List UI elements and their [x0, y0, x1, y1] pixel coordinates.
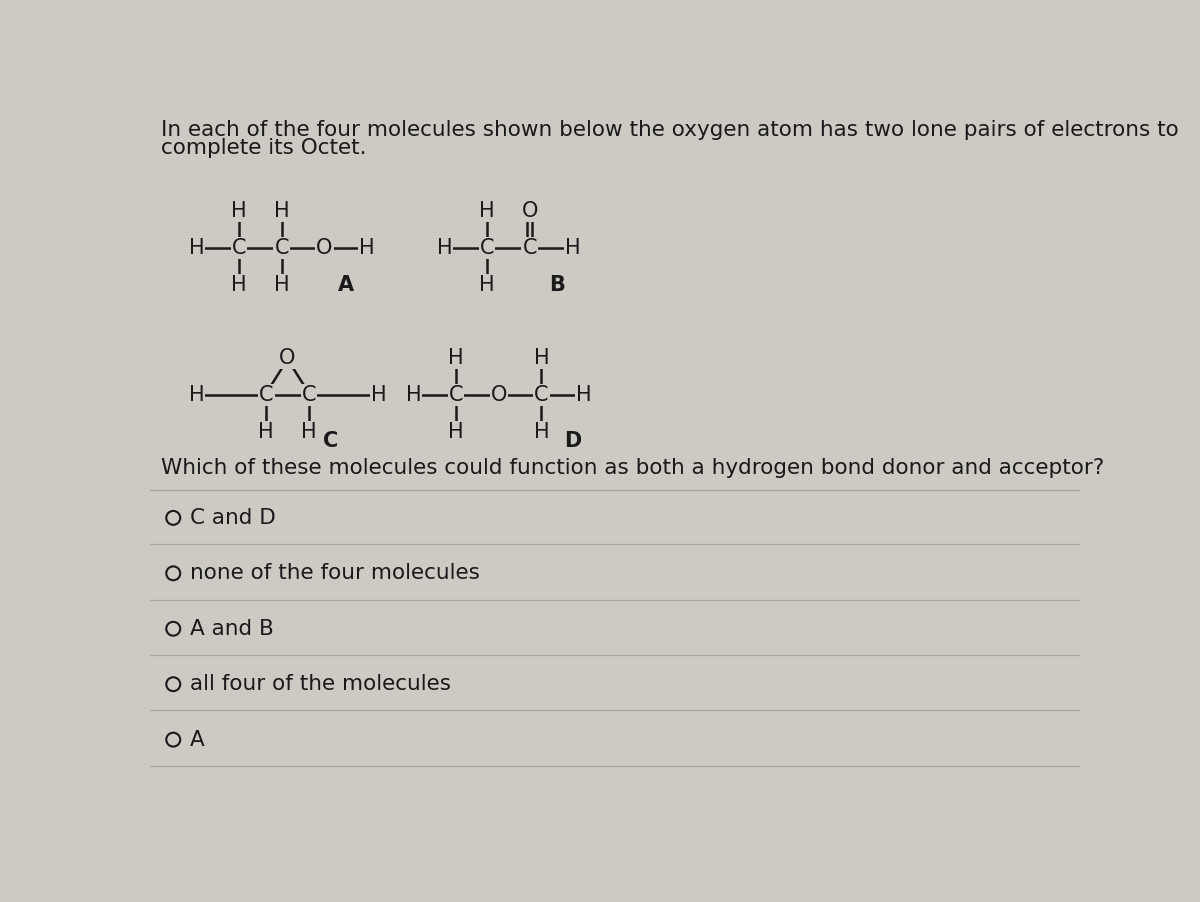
Text: H: H	[274, 201, 289, 221]
Text: H: H	[534, 347, 550, 368]
Text: D: D	[565, 431, 582, 451]
Text: complete its Octet.: complete its Octet.	[161, 137, 366, 158]
Text: C: C	[522, 238, 538, 258]
Text: H: H	[479, 201, 494, 221]
Text: C: C	[449, 384, 463, 405]
Text: C: C	[534, 384, 548, 405]
Text: H: H	[274, 275, 289, 295]
Text: C and D: C and D	[191, 508, 276, 528]
Text: C: C	[323, 431, 338, 451]
Text: H: H	[232, 201, 247, 221]
Text: H: H	[437, 238, 452, 258]
Text: O: O	[316, 238, 332, 258]
Text: C: C	[480, 238, 494, 258]
Text: H: H	[479, 275, 494, 295]
Text: C: C	[232, 238, 246, 258]
Text: O: O	[491, 384, 506, 405]
Text: H: H	[188, 384, 204, 405]
Text: H: H	[371, 384, 386, 405]
Text: O: O	[280, 347, 295, 368]
Text: H: H	[564, 238, 580, 258]
Text: H: H	[359, 238, 374, 258]
Text: H: H	[232, 275, 247, 295]
Text: H: H	[258, 421, 274, 442]
Text: H: H	[301, 421, 317, 442]
Text: H: H	[449, 421, 464, 442]
Text: C: C	[301, 384, 316, 405]
Text: C: C	[259, 384, 274, 405]
Text: H: H	[534, 421, 550, 442]
Text: H: H	[188, 238, 204, 258]
Text: In each of the four molecules shown below the oxygen atom has two lone pairs of : In each of the four molecules shown belo…	[161, 120, 1178, 140]
Text: H: H	[576, 384, 592, 405]
Text: all four of the molecules: all four of the molecules	[191, 674, 451, 695]
Text: H: H	[449, 347, 464, 368]
Text: B: B	[550, 275, 565, 295]
Text: Which of these molecules could function as both a hydrogen bond donor and accept: Which of these molecules could function …	[161, 458, 1104, 478]
Text: A and B: A and B	[191, 619, 274, 639]
Text: none of the four molecules: none of the four molecules	[191, 564, 480, 584]
Text: O: O	[522, 201, 538, 221]
Text: H: H	[406, 384, 421, 405]
Text: C: C	[275, 238, 289, 258]
Text: A: A	[191, 730, 205, 750]
Text: A: A	[337, 275, 354, 295]
